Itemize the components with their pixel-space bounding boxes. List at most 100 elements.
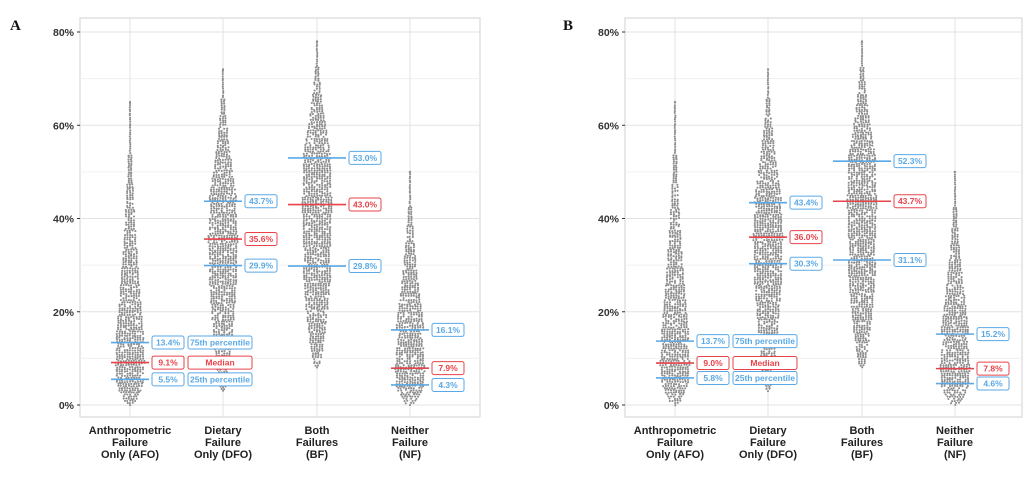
data-point <box>672 160 675 163</box>
data-point <box>128 313 131 316</box>
data-point <box>130 382 133 385</box>
data-point <box>131 349 134 352</box>
data-point <box>132 324 135 327</box>
data-point <box>231 285 234 288</box>
data-point <box>229 266 232 269</box>
data-point <box>134 351 137 354</box>
data-point <box>313 104 316 107</box>
data-point <box>313 299 316 302</box>
data-point <box>228 150 231 153</box>
data-point <box>302 175 306 179</box>
data-point <box>761 249 764 252</box>
data-point <box>135 257 138 260</box>
data-point <box>403 372 406 375</box>
data-point <box>676 401 679 404</box>
data-point <box>405 244 408 247</box>
data-point <box>132 322 135 325</box>
data-point <box>139 313 142 316</box>
data-point <box>307 211 310 214</box>
data-point <box>311 222 314 225</box>
data-point <box>233 291 236 294</box>
data-point <box>313 162 316 165</box>
data-point <box>671 334 674 337</box>
data-point <box>318 305 321 308</box>
data-point <box>684 353 687 356</box>
data-point <box>666 311 669 315</box>
data-point <box>124 208 127 211</box>
data-point <box>303 192 306 195</box>
data-point <box>671 349 674 352</box>
data-point <box>221 77 224 80</box>
data-point <box>685 382 688 385</box>
data-point <box>323 322 327 325</box>
data-point <box>319 295 323 298</box>
data-point <box>211 282 214 285</box>
data-point <box>402 315 405 318</box>
data-point <box>761 247 764 250</box>
data-point <box>321 349 324 352</box>
data-point <box>123 374 126 377</box>
data-point <box>416 323 419 327</box>
data-point <box>129 191 132 194</box>
data-point <box>778 291 781 294</box>
data-point <box>399 320 402 323</box>
data-point <box>221 83 224 86</box>
data-point <box>410 313 413 316</box>
data-point <box>304 150 307 153</box>
data-point <box>760 232 763 235</box>
data-point <box>673 132 676 136</box>
data-point <box>776 287 779 290</box>
data-point <box>227 213 230 216</box>
data-point <box>224 314 227 317</box>
data-point <box>309 146 312 149</box>
data-point <box>142 338 145 341</box>
data-point <box>684 330 687 333</box>
data-point <box>123 366 126 369</box>
data-point <box>329 192 332 195</box>
data-point <box>314 70 317 73</box>
data-point <box>401 290 404 294</box>
data-point <box>772 280 775 284</box>
data-point <box>140 324 143 327</box>
data-point <box>326 234 329 237</box>
data-point <box>219 311 222 315</box>
data-point <box>127 250 130 254</box>
data-point <box>328 236 331 239</box>
data-point <box>771 243 775 246</box>
p25-value-label-box <box>151 372 185 387</box>
data-point <box>128 271 132 274</box>
data-point <box>670 250 673 253</box>
data-point <box>318 127 321 130</box>
data-point <box>224 261 227 264</box>
data-point <box>772 316 775 319</box>
data-point <box>228 186 231 189</box>
data-point <box>132 299 135 302</box>
data-point <box>134 305 137 308</box>
data-point <box>127 223 130 226</box>
data-point <box>223 289 226 292</box>
data-point <box>668 351 671 354</box>
data-point <box>318 165 321 168</box>
data-point <box>311 199 314 202</box>
data-point <box>220 202 223 205</box>
data-point <box>676 301 679 304</box>
data-point <box>310 307 313 310</box>
data-point <box>212 186 215 189</box>
data-point <box>776 327 779 330</box>
data-point <box>308 331 311 334</box>
data-point <box>671 267 674 270</box>
data-point <box>408 232 412 235</box>
data-point <box>307 207 310 210</box>
data-point <box>225 131 228 134</box>
data-point <box>313 121 316 124</box>
data-point <box>226 230 230 233</box>
data-point <box>325 248 328 252</box>
data-point <box>215 287 218 290</box>
data-point <box>411 391 414 394</box>
data-point <box>407 339 410 342</box>
data-point <box>122 258 125 262</box>
data-point <box>407 387 410 390</box>
data-point <box>124 253 127 256</box>
data-point <box>211 272 214 275</box>
data-point <box>211 257 214 260</box>
